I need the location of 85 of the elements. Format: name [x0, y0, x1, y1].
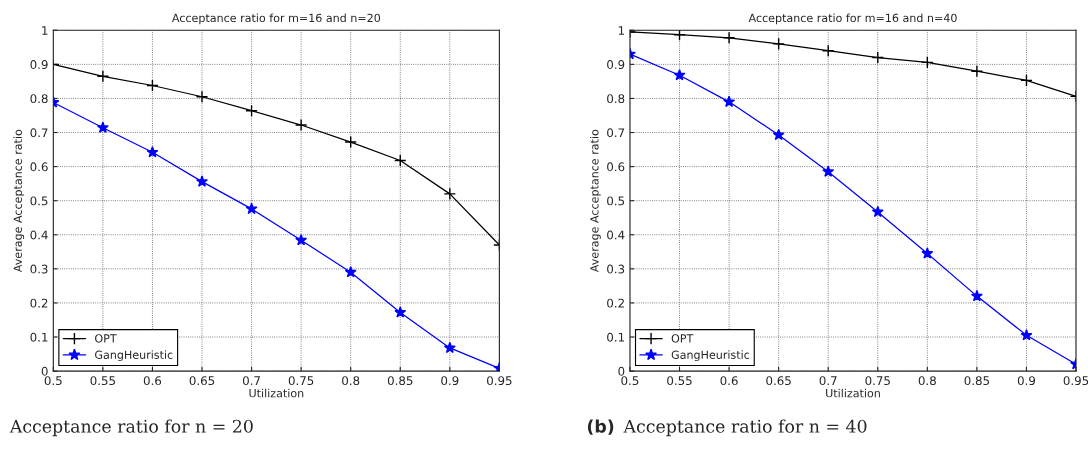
- point: [921, 56, 934, 69]
- x-tick-label: 0.9: [441, 376, 459, 386]
- point: [443, 187, 457, 201]
- y-tick-label: 0.7: [30, 128, 48, 138]
- y-tick-label: 0: [41, 366, 48, 376]
- point: [921, 247, 934, 259]
- point: [1020, 329, 1033, 341]
- x-axis-title: Utilization: [826, 388, 880, 398]
- point: [772, 128, 785, 141]
- y-tick-label: 0.8: [607, 94, 625, 104]
- point: [394, 306, 407, 318]
- x-tick-label: 0.6: [720, 376, 738, 386]
- y-tick-label: 0.4: [607, 230, 625, 240]
- y-tick-label: 0.2: [30, 298, 48, 308]
- point: [394, 154, 407, 167]
- point: [245, 202, 258, 215]
- y-tick-label: 0.6: [30, 162, 48, 172]
- y-tick-label: 0.3: [30, 264, 48, 274]
- point: [294, 118, 308, 132]
- point: [871, 205, 884, 218]
- y-tick-label: 1: [42, 26, 48, 35]
- y-tick-label: 0.5: [30, 196, 48, 206]
- point: [970, 289, 983, 302]
- x-tick-label: 0.85: [964, 376, 990, 386]
- point: [723, 95, 736, 108]
- y-tick-label: 0.4: [30, 230, 48, 240]
- y-tick-label: 0.3: [607, 264, 625, 274]
- point: [970, 64, 984, 78]
- point: [673, 30, 686, 41]
- legend-label: OPT: [95, 334, 117, 343]
- x-tick-label: 0.75: [865, 376, 890, 386]
- x-tick-label: 0.8: [342, 376, 360, 386]
- y-tick-label: 0.9: [607, 60, 625, 70]
- y-tick-label: 0.8: [30, 94, 48, 104]
- y-tick-label: 0.1: [30, 332, 48, 342]
- x-tick-label: 0.95: [1063, 376, 1088, 386]
- x-tick-label: 0.65: [189, 376, 215, 386]
- point: [1020, 74, 1033, 87]
- y-tick-label: 0.6: [607, 162, 625, 172]
- chart-title: Acceptance ratio for m=16 and n=40: [748, 13, 957, 25]
- y-tick-label: 0.5: [607, 196, 625, 206]
- point: [673, 69, 686, 81]
- x-axis-title: Utilization: [249, 388, 304, 398]
- x-tick-label: 0.7: [819, 376, 837, 386]
- point: [822, 165, 835, 177]
- x-tick-label: 0.55: [667, 376, 692, 386]
- x-tick-label: 0.7: [242, 376, 260, 386]
- point: [96, 70, 110, 83]
- y-tick-label: 0.9: [30, 60, 48, 70]
- x-tick-label: 0.6: [143, 376, 162, 386]
- y-axis-title: Average Acceptance ratio: [590, 129, 601, 273]
- x-tick-label: 0.55: [90, 376, 115, 386]
- legend-label: GangHeuristic: [95, 350, 173, 362]
- point: [821, 44, 835, 57]
- text: Acceptance ratio for n = 40: [623, 419, 867, 437]
- y-tick-label: 0.2: [607, 298, 624, 308]
- legend-label: GangHeuristic: [671, 350, 750, 362]
- x-tick-label: 0.75: [288, 376, 314, 386]
- point: [295, 233, 308, 246]
- point: [195, 90, 209, 103]
- text: (b): [587, 419, 614, 435]
- point: [196, 175, 208, 187]
- y-tick-label: 0.1: [607, 332, 624, 342]
- y-tick-label: 0.7: [607, 128, 625, 138]
- point: [772, 37, 785, 51]
- x-tick-label: 0.95: [487, 376, 512, 386]
- point: [722, 31, 736, 45]
- y-tick-label: 1: [618, 26, 624, 35]
- point: [344, 135, 357, 149]
- point: [443, 341, 456, 354]
- point: [871, 51, 885, 64]
- y-axis-title: Average Acceptance ratio: [13, 129, 25, 273]
- legend-label: OPT: [671, 334, 694, 343]
- y-tick-label: 0: [618, 366, 625, 376]
- text: Acceptance ratio for n = 20: [9, 419, 253, 437]
- x-tick-label: 0.8: [918, 376, 936, 386]
- x-tick-label: 0.85: [387, 376, 413, 386]
- point: [146, 146, 159, 158]
- point: [146, 79, 159, 92]
- x-tick-label: 0.9: [1017, 376, 1036, 386]
- point: [96, 121, 109, 133]
- x-tick-label: 0.65: [766, 376, 791, 386]
- chart-title: Acceptance ratio for m=16 and n=20: [171, 13, 381, 25]
- point: [344, 266, 357, 278]
- point: [245, 104, 258, 117]
